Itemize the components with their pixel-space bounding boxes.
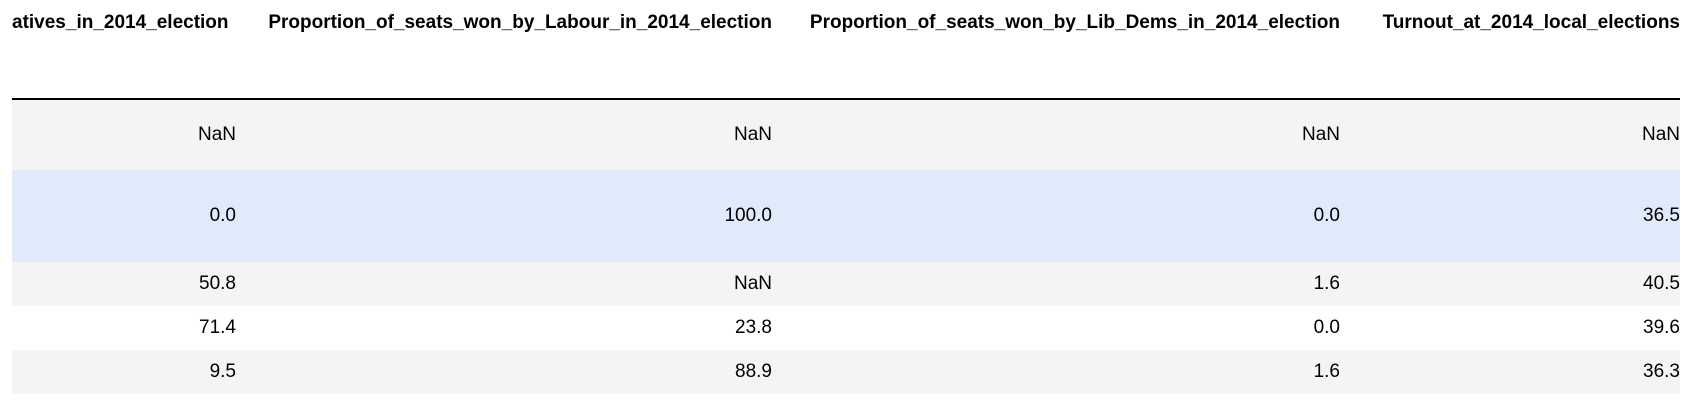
- column-header-label: Proportion_of_seats_won_by_Labour_in_201…: [268, 12, 772, 33]
- table-cell: NaN: [197, 124, 236, 145]
- table-row[interactable]: 71.4 23.8 0.0 39.6: [12, 306, 1680, 350]
- column-header[interactable]: Proportion_of_seats_won_by_Labour_in_201…: [236, 12, 772, 34]
- table-row[interactable]: 9.5 88.9 1.6 36.3: [12, 350, 1680, 394]
- table-cell: 88.9: [735, 361, 772, 382]
- table-row[interactable]: NaN NaN NaN NaN: [12, 100, 1680, 170]
- column-header[interactable]: atives_in_2014_election: [12, 12, 236, 34]
- table-cell: 39.6: [1643, 317, 1680, 338]
- table-cell: 1.6: [1313, 361, 1340, 382]
- table-header-row: atives_in_2014_election Proportion_of_se…: [12, 0, 1680, 100]
- table-cell: 9.5: [209, 361, 236, 382]
- table-row[interactable]: 50.8 NaN 1.6 40.5: [12, 262, 1680, 306]
- column-header[interactable]: Turnout_at_2014_local_elections: [1340, 12, 1680, 34]
- table-cell: 23.8: [735, 317, 772, 338]
- table-row-highlighted[interactable]: 0.0 100.0 0.0 36.5: [12, 170, 1680, 262]
- table-cell: 36.5: [1643, 205, 1680, 226]
- table-cell: 0.0: [1313, 317, 1340, 338]
- column-header-label: Turnout_at_2014_local_elections: [1382, 12, 1680, 33]
- column-header-label: atives_in_2014_election: [12, 12, 229, 33]
- table-cell: NaN: [733, 124, 772, 145]
- column-header[interactable]: Proportion_of_seats_won_by_Lib_Dems_in_2…: [772, 12, 1340, 34]
- table-cell: NaN: [1641, 124, 1680, 145]
- table-cell: 71.4: [199, 317, 236, 338]
- table-cell: 0.0: [1313, 205, 1340, 226]
- table-cell: 36.3: [1643, 361, 1680, 382]
- table-cell: 50.8: [199, 273, 236, 294]
- table-cell: 1.6: [1313, 273, 1340, 294]
- table-cell: 100.0: [724, 205, 772, 226]
- table-cell: 40.5: [1643, 273, 1680, 294]
- table-cell: NaN: [1301, 124, 1340, 145]
- dataframe-table: atives_in_2014_election Proportion_of_se…: [12, 0, 1680, 394]
- column-header-label: Proportion_of_seats_won_by_Lib_Dems_in_2…: [809, 12, 1340, 33]
- table-cell: 0.0: [209, 205, 236, 226]
- table-cell: NaN: [733, 273, 772, 294]
